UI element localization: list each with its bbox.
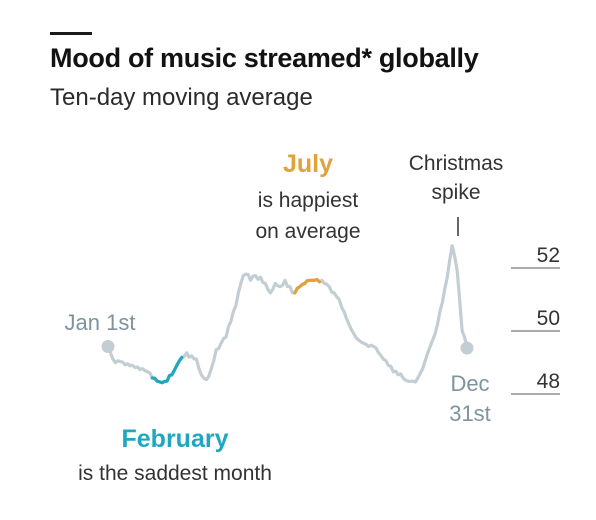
- y-tick-label-50: 50: [537, 307, 560, 330]
- february-highlight-segment: [150, 355, 184, 385]
- july-annotation-head: July: [283, 150, 333, 178]
- end-point: [460, 341, 474, 355]
- christmas-annotation-line2: spike: [431, 181, 480, 204]
- christmas-annotation-line1: Christmas: [409, 152, 504, 175]
- title-rule: [50, 32, 92, 35]
- y-tick-label-52: 52: [537, 244, 560, 267]
- july-annotation-line1: is happiest: [258, 189, 359, 212]
- july-highlight-segment: [293, 277, 322, 295]
- start-label: Jan 1st: [65, 310, 136, 335]
- y-axis: 48 50 52: [511, 244, 560, 395]
- y-tick-label-48: 48: [537, 370, 560, 393]
- february-annotation-head: February: [122, 425, 229, 453]
- chart-subtitle: Ten-day moving average: [50, 84, 313, 111]
- july-annotation-line2: on average: [255, 220, 360, 243]
- end-label-line1: Dec: [450, 371, 489, 396]
- chart-title: Mood of music streamed* globally: [50, 43, 479, 73]
- end-label-line2: 31st: [449, 401, 491, 426]
- plot-area: [101, 244, 474, 385]
- start-point: [101, 340, 115, 353]
- series-line: [106, 244, 469, 385]
- february-annotation-line1: is the saddest month: [78, 462, 272, 485]
